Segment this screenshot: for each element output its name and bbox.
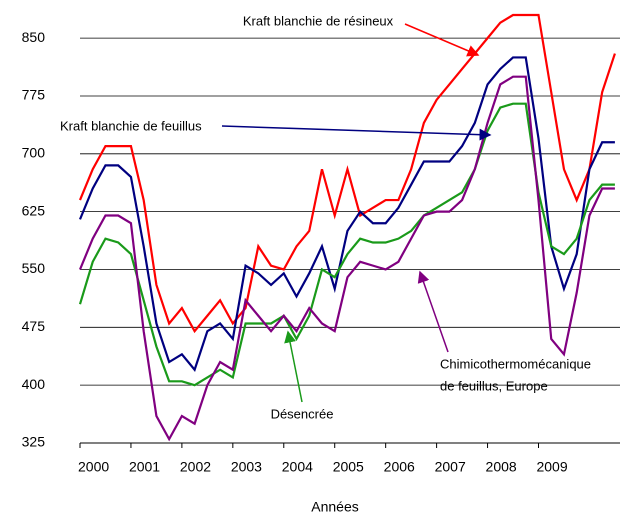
arrow	[221, 125, 492, 141]
x-tick-label: 2001	[129, 459, 160, 475]
series-line	[78, 75, 615, 442]
x-tick-label: 2003	[231, 459, 262, 475]
y-tick-label: 550	[22, 260, 46, 276]
plot: 325 400 475 550 625 700 775 850 2000 2001 2002 2003…	[22, 13, 620, 475]
annotation: Désencrée	[271, 406, 334, 421]
series-line	[78, 13, 616, 334]
y-tick-label: 700	[22, 145, 46, 161]
arrow	[404, 23, 480, 57]
x-tick-label: 2006	[384, 459, 415, 475]
x-tick-label: 2004	[282, 459, 313, 475]
annotation: de feuillus, Europe	[440, 378, 548, 393]
y-tick-label: 400	[22, 376, 46, 392]
x-axis-label: Années	[311, 499, 358, 515]
annotation: Kraft blanchie de résineux	[243, 13, 394, 28]
y-tick-label: 775	[22, 87, 46, 103]
arrow	[284, 330, 303, 403]
series-line	[78, 56, 615, 372]
y-tick-label: 325	[22, 434, 46, 450]
x-tick-label: 2008	[486, 459, 517, 475]
y-tick-label: 850	[22, 29, 46, 45]
annotation: Kraft blanchie de feuillus	[60, 118, 202, 133]
x-tick-label: 2000	[78, 459, 109, 475]
annotation: Chimicothermomécanique	[440, 356, 591, 371]
arrow	[417, 270, 449, 353]
x-tick-label: 2005	[333, 459, 364, 475]
series-line	[78, 102, 615, 387]
x-tick-label: 2009	[536, 459, 567, 475]
x-tick-label: 2007	[435, 459, 466, 475]
y-tick-label: 625	[22, 202, 46, 218]
x-tick-label: 2002	[180, 459, 211, 475]
y-tick-label: 475	[22, 318, 46, 334]
